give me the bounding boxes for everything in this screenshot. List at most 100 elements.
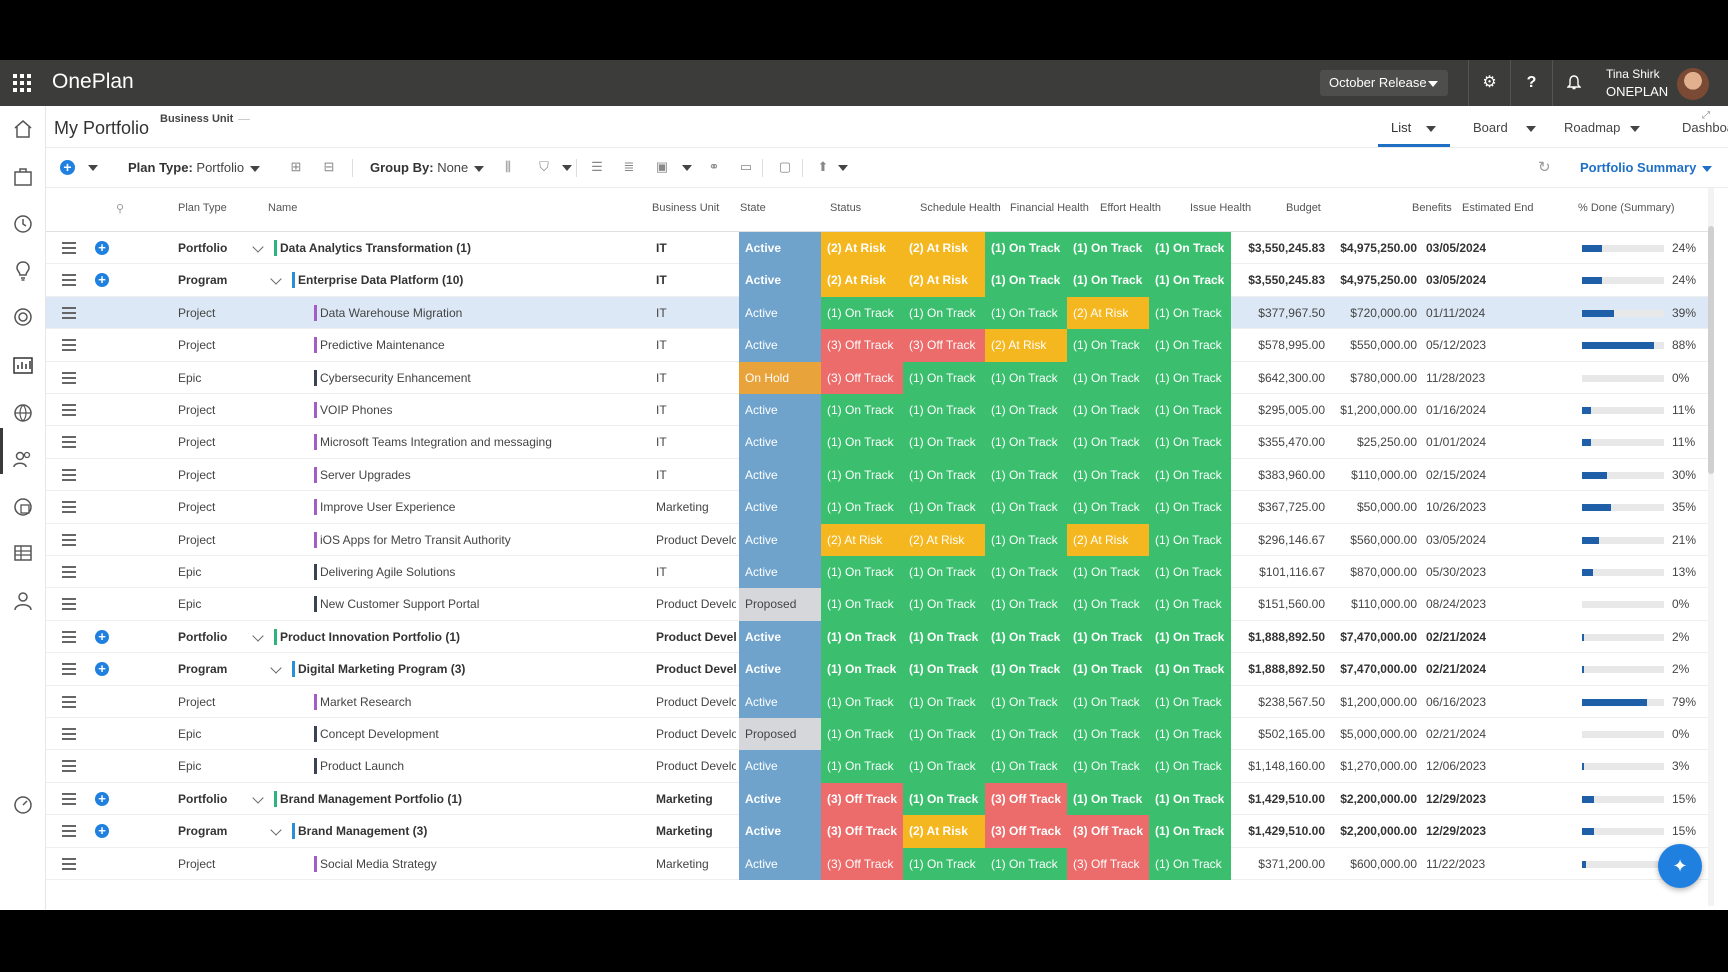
cell-name[interactable]: Market Research <box>320 694 412 709</box>
row-menu-icon[interactable] <box>62 792 76 805</box>
resource-icon[interactable] <box>12 496 34 518</box>
table-row[interactable]: Project Improve User Experience Marketing A… <box>46 491 1708 524</box>
scrollbar-thumb[interactable] <box>1708 226 1714 474</box>
cell-name[interactable]: Digital Marketing Program (3) <box>298 662 466 677</box>
align-icon[interactable]: ≣ <box>623 159 635 174</box>
table-row[interactable]: + Portfolio Brand Management Portfolio (1)… <box>46 782 1708 816</box>
row-menu-icon[interactable] <box>62 598 76 611</box>
row-menu-icon[interactable] <box>62 404 76 416</box>
list-icon[interactable]: ☰ <box>591 159 603 174</box>
portfolio-icon[interactable] <box>12 354 34 376</box>
table-row[interactable]: Epic New Customer Support Portal Product D… <box>46 588 1708 621</box>
chevron-down-icon[interactable] <box>682 165 692 171</box>
row-menu-icon[interactable] <box>62 371 76 384</box>
table-row[interactable]: Project iOS Apps for Metro Transit Author… <box>46 523 1708 556</box>
row-menu-icon[interactable] <box>62 825 76 838</box>
add-child-icon[interactable]: + <box>95 241 109 255</box>
app-launcher-icon[interactable] <box>13 74 31 92</box>
col-budget[interactable]: Budget <box>1286 202 1321 214</box>
expand-all-icon[interactable]: ⊞ <box>290 159 302 174</box>
home-icon[interactable] <box>12 118 34 140</box>
cell-name[interactable]: Improve User Experience <box>320 500 456 515</box>
chevron-down-icon[interactable] <box>562 165 572 171</box>
refresh-icon[interactable]: ↻ <box>1538 159 1551 176</box>
table-row[interactable]: + Program Enterprise Data Platform (10) IT A… <box>46 264 1708 297</box>
row-menu-icon[interactable] <box>62 760 76 773</box>
user-info[interactable]: Tina Shirk ONEPLAN <box>1606 66 1668 100</box>
table-row[interactable]: Epic Delivering Agile Solutions IT Active (1… <box>46 556 1708 589</box>
cell-name[interactable]: Server Upgrades <box>320 467 411 482</box>
cell-name[interactable]: Data Warehouse Migration <box>320 305 463 320</box>
cell-name[interactable]: Predictive Maintenance <box>320 338 445 353</box>
row-menu-icon[interactable] <box>62 728 76 740</box>
col-state[interactable]: State <box>740 202 766 214</box>
col-schedule-health[interactable]: Schedule Health <box>920 202 1001 214</box>
layout-icon[interactable]: ▣ <box>655 159 669 174</box>
collapse-all-icon[interactable]: ⊟ <box>323 159 335 174</box>
filter-icon[interactable]: ⛉ <box>539 159 549 174</box>
row-menu-icon[interactable] <box>62 501 76 514</box>
briefcase-icon[interactable] <box>12 166 34 188</box>
row-menu-icon[interactable] <box>62 857 76 870</box>
row-menu-icon[interactable] <box>62 436 76 449</box>
col-business-unit[interactable]: Business Unit <box>652 202 720 214</box>
target-icon[interactable] <box>12 306 34 328</box>
table-row[interactable]: Epic Concept Development Product Develop Pr… <box>46 718 1708 751</box>
row-menu-icon[interactable] <box>62 339 76 352</box>
col-benefits[interactable]: Benefits <box>1412 202 1452 214</box>
plan-type-dropdown[interactable]: Plan Type: Portfolio <box>128 160 261 175</box>
portfolio-summary-dropdown[interactable]: Portfolio Summary <box>1580 160 1713 175</box>
col-financial-health[interactable]: Financial Health <box>1010 202 1089 214</box>
tab-dashboard[interactable]: Dashboard <box>1682 120 1728 135</box>
col-status[interactable]: Status <box>830 202 862 214</box>
lightbulb-icon[interactable] <box>12 260 34 282</box>
add-child-icon[interactable]: + <box>95 273 109 288</box>
col-effort-health[interactable]: Effort Health <box>1100 202 1161 214</box>
chevron-down-icon[interactable] <box>1630 126 1640 132</box>
col-estimated-end[interactable]: Estimated End <box>1462 202 1534 214</box>
cell-name[interactable]: Brand Management (3) <box>298 824 428 839</box>
table-row[interactable]: Epic Cybersecurity Enhancement IT On Hold (3… <box>46 361 1708 394</box>
people-icon[interactable] <box>12 448 34 470</box>
row-menu-icon[interactable] <box>62 306 76 319</box>
tab-board[interactable]: Board <box>1473 120 1508 135</box>
table-row[interactable]: Project VOIP Phones IT Active (1) On Track (1… <box>46 394 1708 427</box>
table-row[interactable]: + Portfolio Product Innovation Portfolio (… <box>46 620 1708 654</box>
link-icon[interactable]: ⚭ <box>708 159 720 174</box>
bell-icon[interactable] <box>1552 60 1594 106</box>
gear-icon[interactable]: ⚙ <box>1468 60 1510 106</box>
cell-name[interactable]: New Customer Support Portal <box>320 597 480 612</box>
chevron-down-icon[interactable] <box>88 165 98 171</box>
table-row[interactable]: + Portfolio Data Analytics Transformation … <box>46 232 1708 265</box>
boards-icon[interactable] <box>12 542 34 564</box>
expand-icon[interactable]: ⤢ <box>1702 110 1710 121</box>
columns-icon[interactable]: ⫼ <box>505 159 511 174</box>
help-icon[interactable]: ? <box>1510 60 1552 106</box>
chat-help-button[interactable]: ✦ <box>1658 844 1702 888</box>
table-row[interactable]: Project Server Upgrades IT Active (1) On Tra… <box>46 458 1708 492</box>
chevron-down-icon[interactable] <box>838 165 848 171</box>
row-menu-icon[interactable] <box>62 663 76 676</box>
chevron-down-icon[interactable] <box>270 662 282 674</box>
table-row[interactable]: Project Data Warehouse Migration IT Active(… <box>46 296 1708 330</box>
cell-name[interactable]: iOS Apps for Metro Transit Authority <box>320 532 511 547</box>
globe-icon[interactable] <box>12 402 34 424</box>
cell-name[interactable]: Concept Development <box>320 727 439 741</box>
row-menu-icon[interactable] <box>62 630 76 643</box>
table-row[interactable]: Epic Product Launch Product Develop Active(… <box>46 750 1708 783</box>
col-pct-done[interactable]: % Done (Summary) <box>1578 202 1675 214</box>
table-row[interactable]: + Program Brand Management (3) Marketing Act… <box>46 815 1708 848</box>
timer-icon[interactable] <box>12 212 34 234</box>
user-icon[interactable] <box>12 590 34 612</box>
tab-roadmap[interactable]: Roadmap <box>1564 120 1621 135</box>
table-row[interactable]: + Program Digital Marketing Program (3) Pro… <box>46 653 1708 686</box>
cell-name[interactable]: Data Analytics Transformation (1) <box>280 241 471 255</box>
money-icon[interactable]: ▭ <box>739 159 753 174</box>
col-plan-type[interactable]: Plan Type <box>178 202 227 214</box>
business-unit-filter[interactable]: Business Unit <box>160 113 251 125</box>
row-menu-icon[interactable] <box>62 242 76 254</box>
speedometer-icon[interactable] <box>12 794 34 816</box>
comment-icon[interactable]: ▢ <box>778 159 792 174</box>
col-name[interactable]: Name <box>268 202 298 214</box>
chevron-down-icon[interactable] <box>270 824 282 836</box>
